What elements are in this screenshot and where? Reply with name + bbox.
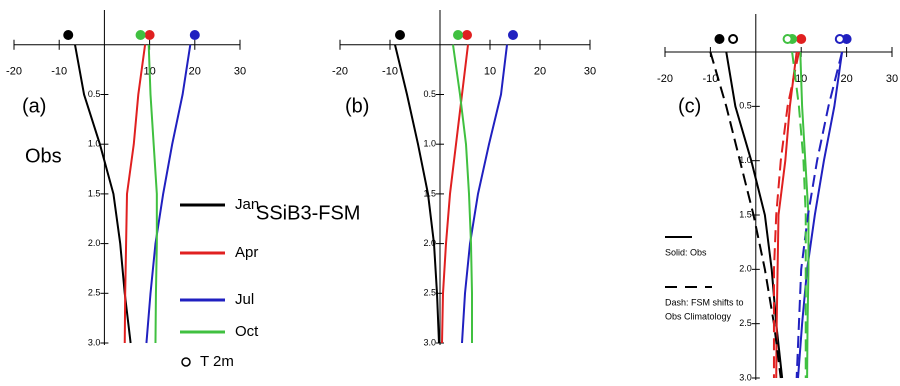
t2m-dot — [782, 34, 793, 44]
legend-label: T 2m — [200, 353, 234, 370]
y-tick-label: 3.0 — [739, 372, 752, 382]
y-tick-label: 3.0 — [88, 337, 101, 347]
t2m-dot — [834, 34, 845, 44]
t2m-dot — [728, 34, 739, 44]
y-tick-label: 0.5 — [423, 89, 436, 99]
panel-model: SSiB3-FSM — [256, 202, 360, 224]
t2m-dot — [796, 34, 807, 44]
y-tick-label: 1.0 — [88, 139, 101, 149]
profile-line — [123, 44, 147, 344]
legend-label: Obs Climatology — [665, 311, 732, 321]
profile-line — [791, 51, 807, 378]
t2m-dot — [63, 30, 74, 40]
panel-label: (b) — [345, 95, 369, 117]
profile-line — [797, 51, 844, 379]
x-tick-label: 20 — [534, 66, 546, 78]
x-tick-label: -20 — [332, 66, 348, 78]
y-tick-label: 1.5 — [423, 188, 436, 198]
y-tick-label: 0.5 — [739, 101, 752, 111]
x-tick-label: -10 — [51, 66, 67, 78]
t2m-dot — [462, 30, 472, 40]
profile-line — [145, 44, 192, 344]
t2m-dot — [395, 30, 405, 40]
y-tick-label: 2.0 — [88, 238, 101, 248]
x-tick-label: -10 — [382, 66, 398, 78]
y-tick-label: 1.0 — [423, 139, 436, 149]
panel-label: (a) — [22, 95, 46, 117]
panel-model: Obs — [25, 145, 62, 167]
profile-line — [795, 51, 844, 379]
x-tick-label: 30 — [886, 73, 898, 85]
y-tick-label: 1.0 — [739, 155, 752, 165]
profile-line — [452, 44, 473, 343]
legend-label: Oct — [235, 323, 259, 340]
x-tick-label: -10 — [702, 73, 718, 85]
x-tick-label: 30 — [584, 66, 596, 78]
profile-line — [394, 44, 440, 344]
y-tick-label: 2.0 — [423, 238, 436, 248]
profile-line — [461, 44, 508, 344]
profile-line — [775, 51, 798, 379]
t2m-dot — [714, 34, 725, 44]
panel-label: (c) — [678, 95, 701, 117]
y-tick-label: 3.0 — [423, 337, 436, 347]
t2m-dot — [135, 30, 146, 40]
t2m-dot — [189, 30, 200, 40]
x-tick-label: 20 — [840, 73, 852, 85]
legend-label: Dash: FSM shifts to — [665, 297, 744, 307]
x-tick-label: 30 — [234, 66, 246, 78]
legend-marker — [181, 357, 191, 367]
y-tick-label: 0.5 — [88, 89, 101, 99]
x-tick-label: 20 — [189, 66, 201, 78]
t2m-dot — [144, 30, 155, 40]
y-tick-label: 1.5 — [88, 188, 101, 198]
y-tick-label: 2.0 — [739, 264, 752, 274]
legend-label: Solid: Obs — [665, 247, 707, 257]
y-tick-label: 2.5 — [88, 288, 101, 298]
y-tick-label: 1.5 — [739, 209, 752, 219]
legend-label: Jul — [235, 291, 254, 308]
x-tick-label: -20 — [657, 73, 673, 85]
profile-line — [147, 44, 158, 344]
legend-label: Jan — [235, 196, 259, 213]
t2m-dot — [508, 30, 518, 40]
x-tick-label: -20 — [6, 66, 22, 78]
x-tick-label: 10 — [484, 66, 496, 78]
legend-label: Apr — [235, 244, 258, 261]
profile-line — [441, 44, 469, 344]
y-tick-label: 2.5 — [423, 288, 436, 298]
profile-line — [772, 51, 800, 378]
t2m-dot — [453, 30, 463, 40]
y-tick-label: 2.5 — [739, 318, 752, 328]
